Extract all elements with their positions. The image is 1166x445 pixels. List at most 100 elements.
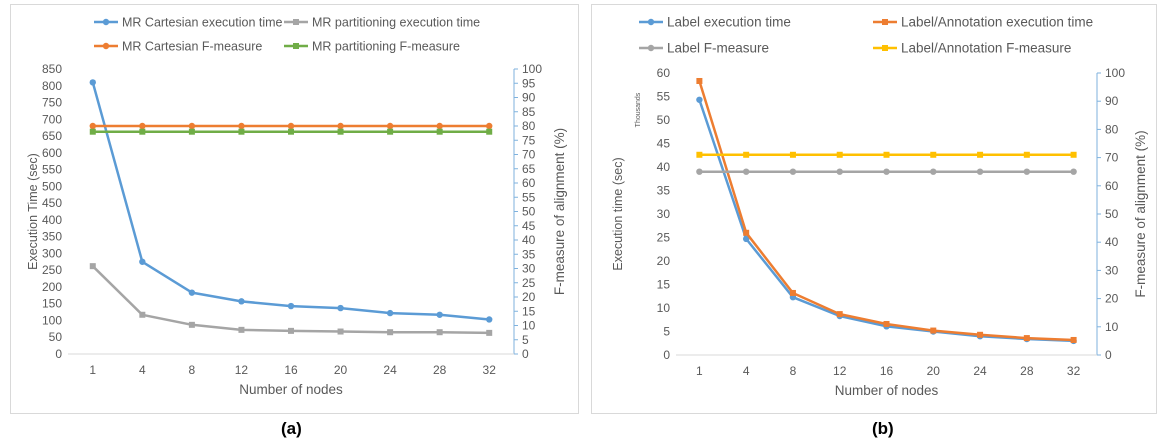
legend-label: Label execution time bbox=[667, 15, 791, 30]
legend-swatch-marker bbox=[647, 44, 655, 52]
y2-tick-label: 90 bbox=[522, 91, 536, 105]
y2-tick-label: 75 bbox=[522, 133, 536, 147]
y-tick-label: 45 bbox=[657, 137, 671, 151]
data-point bbox=[743, 229, 750, 236]
x-tick-label: 8 bbox=[189, 363, 196, 377]
y-tick-label: 30 bbox=[657, 207, 671, 221]
y2-tick-label: 15 bbox=[522, 304, 536, 318]
caption-a: (a) bbox=[281, 419, 302, 438]
y-tick-label: 50 bbox=[49, 330, 63, 344]
data-point bbox=[89, 122, 96, 130]
y2-tick-label: 70 bbox=[522, 148, 536, 162]
data-point bbox=[387, 329, 394, 336]
data-point bbox=[1023, 168, 1031, 175]
y2-tick-label: 65 bbox=[522, 162, 536, 176]
chart-panel-b: Label execution time Label/Annotation exe… bbox=[591, 4, 1157, 414]
y2-tick-label: 80 bbox=[1105, 122, 1119, 136]
data-point bbox=[238, 122, 245, 130]
y2-tick-label: 20 bbox=[522, 290, 536, 304]
y-tick-label: 40 bbox=[657, 160, 671, 174]
data-point bbox=[139, 258, 146, 265]
y2-tick-label: 80 bbox=[522, 119, 536, 133]
legend-swatch-marker bbox=[102, 18, 110, 26]
y2-axis-title: F-measure of alignment (%) bbox=[552, 128, 567, 295]
data-point bbox=[139, 122, 146, 130]
data-point bbox=[337, 122, 344, 130]
y-tick-label: 750 bbox=[42, 96, 62, 110]
data-point bbox=[288, 128, 294, 135]
data-point bbox=[386, 122, 394, 130]
y2-tick-label: 90 bbox=[1105, 94, 1119, 108]
data-point bbox=[696, 96, 703, 103]
y2-tick-label: 10 bbox=[1105, 320, 1119, 334]
x-tick-label: 1 bbox=[696, 364, 703, 378]
y-tick-label: 0 bbox=[663, 348, 670, 362]
y2-tick-label: 35 bbox=[522, 247, 536, 261]
y-tick-label: 250 bbox=[42, 263, 62, 277]
x-tick-label: 20 bbox=[927, 364, 941, 378]
series-line bbox=[91, 265, 490, 335]
y2-axis-title: F-measure of alignment (%) bbox=[1133, 130, 1148, 297]
data-point bbox=[789, 168, 797, 175]
data-point bbox=[288, 327, 294, 334]
y-tick-label: 600 bbox=[42, 146, 62, 160]
legend-swatch-marker bbox=[882, 45, 888, 51]
data-point bbox=[789, 289, 796, 296]
y-tick-label: 10 bbox=[657, 301, 671, 315]
series-line bbox=[91, 82, 490, 321]
data-point bbox=[89, 128, 96, 135]
y-tick-label: 300 bbox=[42, 246, 62, 260]
chart-panel-a: MR Cartesian execution time MR partitioni… bbox=[10, 4, 579, 414]
y2-tick-label: 0 bbox=[1105, 348, 1112, 362]
data-point bbox=[486, 329, 493, 336]
y-tick-label: 150 bbox=[42, 297, 62, 311]
y2-tick-label: 25 bbox=[522, 276, 536, 290]
y-tick-label: 800 bbox=[42, 79, 62, 93]
y-tick-label: 25 bbox=[657, 231, 671, 245]
data-point bbox=[287, 122, 295, 130]
y-tick-label: 60 bbox=[657, 66, 671, 80]
y-tick-label: 350 bbox=[42, 230, 62, 244]
data-point bbox=[139, 128, 146, 135]
data-point bbox=[743, 151, 750, 158]
data-point bbox=[742, 235, 750, 243]
legend-label: Label/Annotation F-measure bbox=[901, 41, 1071, 56]
data-point bbox=[1070, 151, 1077, 158]
y-tick-label: 450 bbox=[42, 196, 62, 210]
data-point bbox=[976, 168, 984, 175]
y-axis-title: Execution Time (sec) bbox=[26, 153, 40, 270]
x-tick-label: 12 bbox=[235, 363, 249, 377]
legend-swatch-marker bbox=[647, 18, 655, 26]
data-point bbox=[930, 151, 937, 158]
legend-swatch-marker bbox=[882, 19, 888, 25]
data-point bbox=[139, 311, 146, 318]
y-tick-label: 850 bbox=[42, 62, 62, 76]
data-point bbox=[486, 316, 493, 323]
x-tick-label: 28 bbox=[433, 363, 447, 377]
data-point bbox=[337, 304, 344, 312]
y2-tick-label: 50 bbox=[522, 205, 536, 219]
legend-label: MR Cartesian F-measure bbox=[122, 40, 262, 54]
y2-tick-label: 5 bbox=[522, 333, 529, 347]
x-tick-label: 24 bbox=[383, 363, 397, 377]
x-tick-label: 4 bbox=[139, 363, 146, 377]
data-point bbox=[188, 128, 195, 135]
legend-label: MR partitioning F-measure bbox=[312, 40, 460, 54]
y-tick-label: 5 bbox=[663, 325, 670, 339]
y-tick-label: 35 bbox=[657, 184, 671, 198]
data-point bbox=[836, 151, 843, 158]
x-tick-label: 8 bbox=[790, 364, 797, 378]
y2-tick-label: 30 bbox=[1105, 263, 1119, 277]
data-point bbox=[89, 79, 96, 86]
y2-tick-label: 40 bbox=[522, 233, 536, 247]
data-point bbox=[387, 128, 394, 135]
data-point bbox=[930, 168, 937, 175]
y2-tick-label: 95 bbox=[522, 76, 536, 90]
data-point bbox=[836, 168, 843, 175]
data-point bbox=[1070, 336, 1077, 343]
data-point bbox=[977, 331, 984, 338]
series-line bbox=[698, 80, 1074, 342]
data-point bbox=[188, 289, 196, 296]
data-point bbox=[89, 263, 96, 270]
data-point bbox=[930, 327, 937, 334]
